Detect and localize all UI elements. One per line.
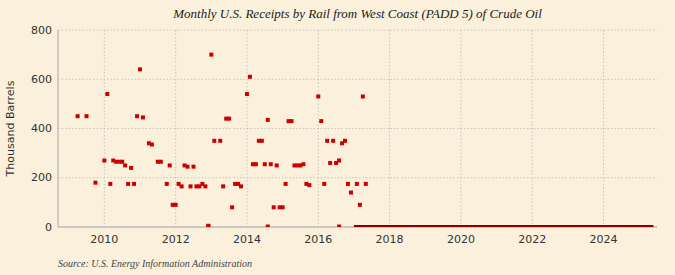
y-tick-label: 400 (31, 122, 52, 135)
x-axis (58, 227, 657, 228)
x-tick-label: 2014 (233, 233, 261, 246)
background (0, 0, 675, 275)
point (290, 119, 294, 123)
x-grid-line (246, 30, 247, 227)
point (186, 165, 190, 169)
point (239, 184, 243, 188)
point (218, 139, 222, 143)
x-grid-line (318, 30, 319, 227)
point (138, 67, 142, 71)
point (206, 224, 210, 227)
point (141, 115, 145, 119)
point (230, 205, 234, 209)
x-tick-label: 2022 (518, 233, 546, 246)
y-axis (58, 30, 59, 227)
point (301, 162, 305, 166)
x-tick-label: 2010 (90, 233, 118, 246)
point (129, 166, 133, 170)
point (135, 114, 139, 118)
point (126, 182, 130, 186)
point (123, 163, 127, 167)
point (102, 159, 106, 163)
point (93, 181, 97, 185)
point (150, 143, 154, 147)
point (108, 182, 112, 186)
point (328, 161, 332, 165)
point (272, 205, 276, 209)
x-tick-label: 2012 (162, 233, 190, 246)
x-grid-line (460, 30, 461, 227)
point (191, 165, 195, 169)
point (85, 114, 89, 118)
point (245, 92, 249, 96)
point (132, 182, 136, 186)
point (221, 184, 225, 188)
point (174, 203, 178, 207)
grid (58, 30, 657, 227)
x-grid-line (532, 30, 533, 227)
point (337, 225, 341, 227)
y-grid-line (58, 79, 657, 80)
point (266, 118, 270, 122)
point (319, 119, 323, 123)
point (120, 160, 124, 164)
zero-line (354, 225, 654, 227)
point (358, 203, 362, 207)
y-grid-line (58, 177, 657, 178)
point (307, 183, 311, 187)
point (343, 139, 347, 143)
point (316, 94, 320, 98)
point (284, 182, 288, 186)
x-grid-line (104, 30, 105, 227)
point (266, 225, 270, 227)
point (254, 162, 258, 166)
x-tick-label: 2018 (376, 233, 404, 246)
point (168, 163, 172, 167)
chart: 0 200 400 600 800 2010 2012 2014 2016 2018 2020 202… (0, 0, 675, 275)
point (322, 182, 326, 186)
point (180, 184, 184, 188)
point (337, 159, 341, 163)
point (248, 75, 252, 79)
point (355, 182, 359, 186)
y-tick-label: 200 (31, 171, 52, 184)
y-tick-label: 0 (45, 221, 52, 234)
point (349, 191, 353, 195)
point (325, 139, 329, 143)
point (203, 184, 207, 188)
y-grid-line (58, 128, 657, 129)
point (76, 114, 80, 118)
x-grid-line (389, 30, 390, 227)
point (189, 184, 193, 188)
point (275, 163, 279, 167)
plot-area (76, 53, 654, 227)
point (227, 117, 231, 121)
y-tick-label: 600 (31, 73, 52, 86)
y-axis-label: Thousand Barrels (4, 80, 17, 177)
x-grid-line (603, 30, 604, 227)
y-tick-label: 800 (31, 24, 52, 37)
point (361, 94, 365, 98)
point (209, 53, 213, 57)
point (346, 182, 350, 186)
x-tick-label: 2024 (590, 233, 618, 246)
source-note: Source: U.S. Energy Information Administ… (58, 258, 252, 269)
point (105, 92, 109, 96)
title: Monthly U.S. Receipts by Rail from West … (172, 6, 542, 21)
point (206, 225, 210, 227)
point (331, 139, 335, 143)
x-tick-label: 2016 (304, 233, 332, 246)
x-grid-line (175, 30, 176, 227)
point (269, 162, 273, 166)
y-grid-line (58, 227, 657, 228)
point (260, 139, 264, 143)
point (364, 182, 368, 186)
x-tick-label: 2020 (447, 233, 475, 246)
point (165, 182, 169, 186)
point (212, 139, 216, 143)
point (159, 160, 163, 164)
y-grid-line (58, 30, 657, 31)
point (263, 162, 267, 166)
point (281, 205, 285, 209)
